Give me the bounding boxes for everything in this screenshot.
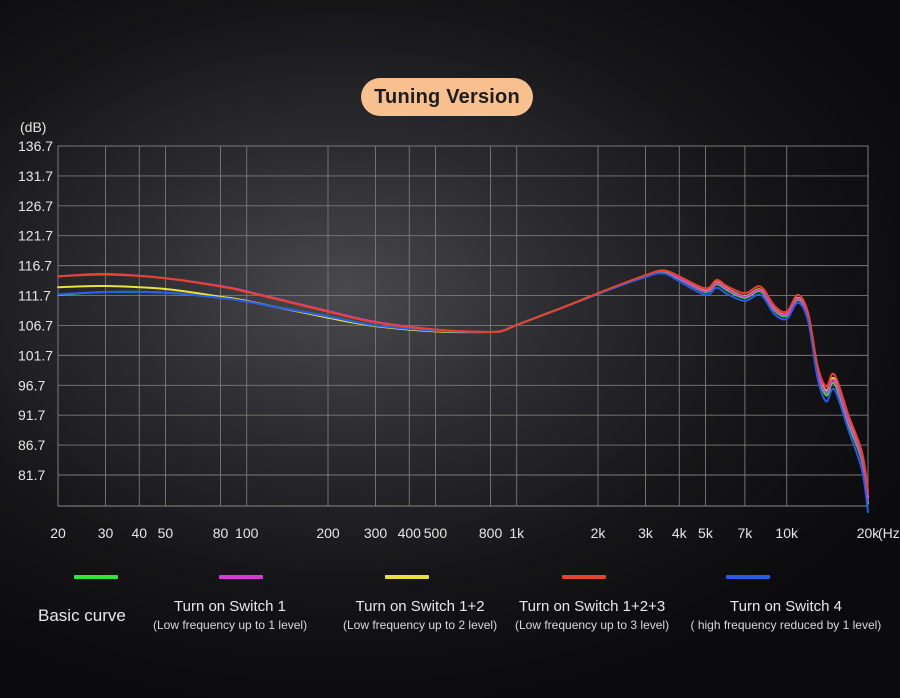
legend-swatch <box>74 575 118 579</box>
y-tick-label: 126.7 <box>18 198 53 214</box>
series-line-turn-on-switch-4 <box>57 272 869 514</box>
x-axis-unit: (Hz) <box>878 525 900 541</box>
y-tick-label: 91.7 <box>18 407 45 423</box>
y-tick-label: 136.7 <box>18 138 53 154</box>
axes: 136.7 131.7 126.7 121.7 116.7 111.7 106.7 101.7… <box>18 119 900 541</box>
x-tick-label: 50 <box>158 525 174 541</box>
legend-label: Turn on Switch 4 <box>730 598 842 615</box>
series-line-basic-curve <box>57 271 869 505</box>
x-tick-label: 5k <box>698 525 714 541</box>
legend-label: Turn on Switch 1 <box>174 598 286 615</box>
grid <box>57 145 869 507</box>
y-tick-label: 131.7 <box>18 168 53 184</box>
x-tick-label: 20 <box>50 525 66 541</box>
legend-sublabel: (Low frequency up to 1 level) <box>153 618 308 632</box>
x-tick-label: 1k <box>509 525 525 541</box>
x-tick-label: 500 <box>424 525 448 541</box>
x-tick-label: 40 <box>131 525 147 541</box>
chart-title: Tuning Version <box>361 78 533 116</box>
x-tick-label: 80 <box>213 525 229 541</box>
x-tick-label: 10k <box>775 525 799 541</box>
x-tick-label: 300 <box>364 525 388 541</box>
legend-label: Turn on Switch 1+2 <box>355 598 485 615</box>
y-tick-label: 111.7 <box>18 288 51 304</box>
y-tick-label: 116.7 <box>18 258 52 274</box>
x-tick-label: 7k <box>737 525 753 541</box>
x-tick-label: 200 <box>316 525 340 541</box>
legend-label: Turn on Switch 1+2+3 <box>519 598 666 615</box>
y-tick-label: 106.7 <box>18 317 53 333</box>
legend-swatch <box>726 575 770 579</box>
legend-swatch <box>385 575 429 579</box>
x-tick-label: 3k <box>638 525 654 541</box>
legend-label: Basic curve <box>38 606 126 625</box>
x-tick-label: 20k <box>857 525 881 541</box>
legend-sublabel: ( high frequency reduced by 1 level) <box>690 618 882 632</box>
legend-swatch <box>562 575 606 579</box>
y-tick-label: 121.7 <box>18 228 53 244</box>
legend-sublabel: (Low frequency up to 3 level) <box>515 618 670 632</box>
x-tick-label: 800 <box>479 525 503 541</box>
plot-frame <box>57 145 869 507</box>
legend-swatch <box>219 575 263 579</box>
x-tick-label: 4k <box>672 525 688 541</box>
series-lines <box>57 269 869 514</box>
y-tick-label: 96.7 <box>18 377 45 393</box>
legend-sublabel: (Low frequency up to 2 level) <box>343 618 498 632</box>
y-tick-label: 101.7 <box>18 347 53 363</box>
series-line-turn-on-switch-1-2 <box>57 269 869 499</box>
x-tick-label: 30 <box>98 525 114 541</box>
y-axis-unit: (dB) <box>20 119 46 135</box>
series-line-turn-on-switch-1-2-3 <box>57 269 869 493</box>
x-tick-label: 100 <box>235 525 259 541</box>
x-tick-label: 400 <box>398 525 422 541</box>
x-tick-label: 2k <box>591 525 607 541</box>
y-tick-label: 81.7 <box>18 467 45 483</box>
y-tick-label: 86.7 <box>18 437 45 453</box>
